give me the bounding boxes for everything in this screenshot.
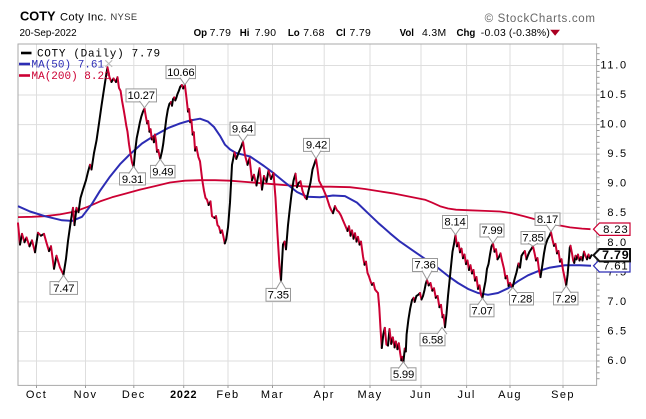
svg-text:MA(50) 7.61: MA(50) 7.61 [32,60,105,72]
svg-text:Jul: Jul [457,389,475,401]
svg-text:9.0: 9.0 [607,178,627,190]
svg-text:9.5: 9.5 [607,148,627,160]
svg-text:7.90: 7.90 [255,28,277,39]
svg-text:Jun: Jun [410,389,432,401]
svg-text:10.5: 10.5 [600,89,628,101]
svg-text:Apr: Apr [314,389,335,401]
svg-text:8.5: 8.5 [607,207,627,219]
svg-text:7.79: 7.79 [350,28,372,39]
svg-text:Oct: Oct [26,389,47,401]
svg-text:8.0: 8.0 [607,237,627,249]
svg-text:NYSE: NYSE [111,12,138,22]
svg-text:8.23: 8.23 [603,224,628,236]
svg-text:7.79: 7.79 [210,28,232,39]
svg-text:(-0.38%): (-0.38%) [509,28,550,39]
svg-text:9.49: 9.49 [152,167,173,179]
svg-text:5.99: 5.99 [393,369,414,381]
svg-text:4.3M: 4.3M [422,28,447,39]
svg-text:10.0: 10.0 [600,119,628,131]
svg-text:Hi: Hi [240,28,250,39]
svg-text:COTY: COTY [20,8,56,23]
svg-text:7.07: 7.07 [471,305,492,317]
svg-text:6.58: 6.58 [422,335,443,347]
svg-text:11.0: 11.0 [600,60,627,72]
svg-text:9.31: 9.31 [122,174,143,186]
svg-text:7.28: 7.28 [511,294,532,306]
svg-text:Dec: Dec [122,389,146,401]
svg-text:Op: Op [194,28,208,39]
svg-text:8.14: 8.14 [444,217,465,229]
svg-text:7.99: 7.99 [481,225,502,237]
svg-text:7.47: 7.47 [53,283,74,295]
svg-text:COTY (Daily) 7.79: COTY (Daily) 7.79 [37,49,161,61]
svg-text:Feb: Feb [216,389,239,401]
svg-text:© StockCharts.com: © StockCharts.com [485,13,596,25]
svg-text:Coty Inc.: Coty Inc. [60,11,107,23]
svg-text:7.36: 7.36 [414,260,435,272]
svg-text:Lo: Lo [288,28,300,39]
svg-text:7.79: 7.79 [602,248,629,262]
svg-text:2022: 2022 [170,389,197,401]
svg-text:Chg: Chg [457,28,476,39]
svg-text:Nov: Nov [74,389,98,401]
svg-text:7.61: 7.61 [603,261,628,273]
svg-text:MA(200) 8.23: MA(200) 8.23 [32,71,111,83]
svg-text:20-Sep-2022: 20-Sep-2022 [20,28,77,39]
svg-text:6.5: 6.5 [607,325,627,337]
svg-text:7.85: 7.85 [522,233,543,245]
svg-text:9.42: 9.42 [306,140,327,152]
svg-text:8.17: 8.17 [537,214,558,226]
svg-text:-0.03: -0.03 [481,28,506,39]
svg-text:Aug: Aug [498,389,522,401]
svg-text:Mar: Mar [261,389,284,401]
svg-text:Vol: Vol [400,28,414,39]
svg-text:9.64: 9.64 [232,123,253,135]
svg-text:7.68: 7.68 [303,28,325,39]
svg-text:7.0: 7.0 [607,296,627,308]
svg-text:7.35: 7.35 [268,290,289,302]
svg-text:May: May [358,389,383,401]
svg-text:Cl: Cl [336,28,346,39]
svg-text:10.27: 10.27 [128,90,155,102]
svg-text:7.29: 7.29 [555,293,576,305]
svg-text:Sep: Sep [551,389,575,401]
svg-text:10.66: 10.66 [167,67,194,79]
svg-text:6.0: 6.0 [607,355,627,367]
